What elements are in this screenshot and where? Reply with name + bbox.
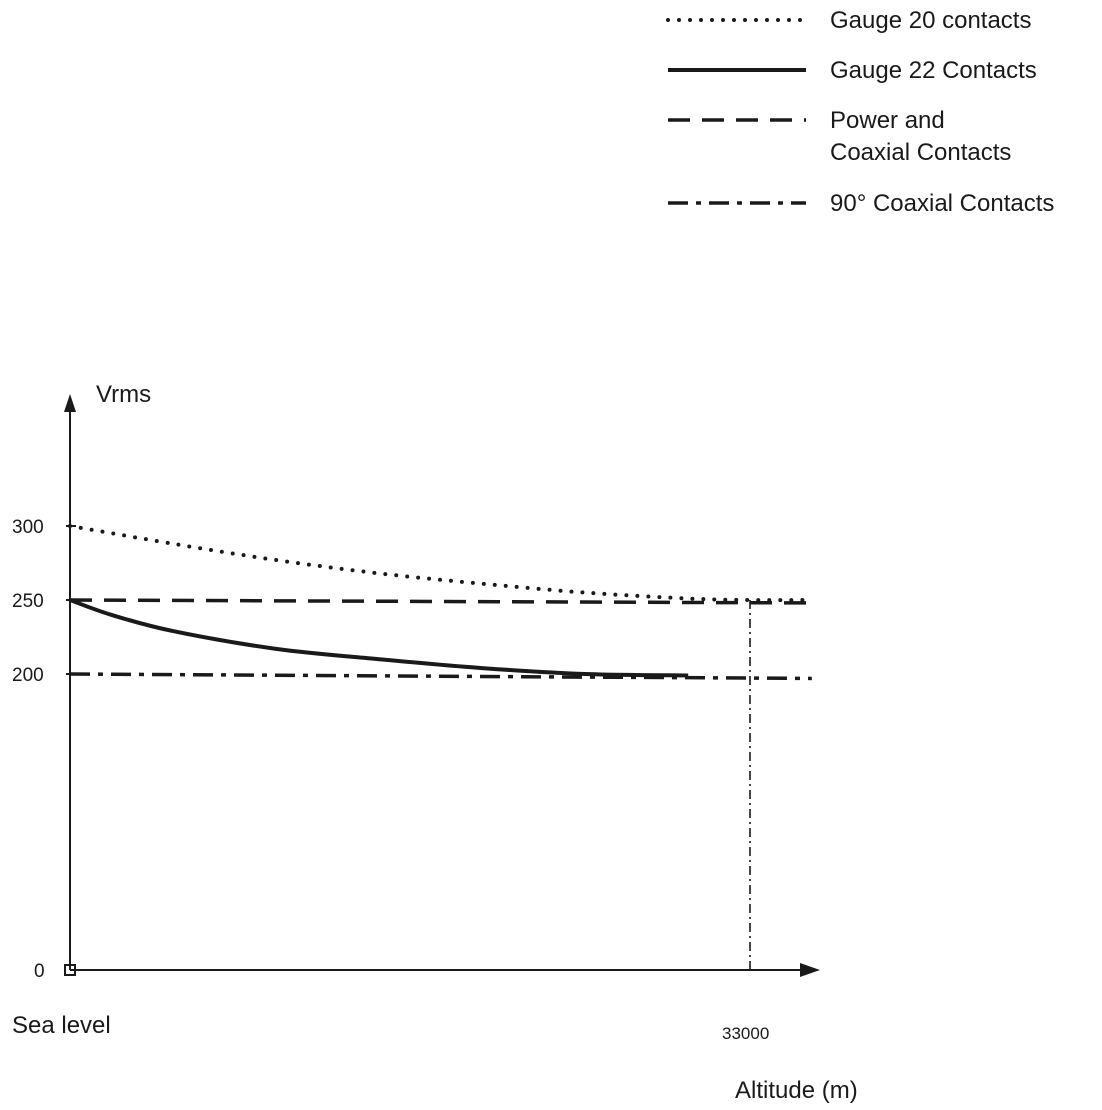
y-tick-label: 250 — [12, 591, 44, 612]
legend-item: Gauge 20 contacts — [666, 7, 1031, 34]
legend-label: 90° Coaxial Contacts — [830, 190, 1054, 217]
series-line-4 — [69, 672, 812, 681]
legend-item: 90° Coaxial Contacts — [668, 190, 1054, 217]
x-origin-label: Sea level — [12, 1012, 111, 1039]
y-axis-arrow — [64, 394, 76, 412]
legend-label: Coaxial Contacts — [830, 139, 1011, 166]
legend-item: Power and Coaxial Contacts — [668, 107, 1011, 166]
x-tick-label: 33000 — [722, 1024, 769, 1043]
y-tick-label: 300 — [12, 517, 44, 538]
origin-marker — [64, 964, 76, 976]
y-axis-title: Vrms — [96, 381, 151, 408]
legend-label: Power and — [830, 107, 945, 134]
y-tick-label: 0 — [34, 961, 45, 982]
y-tick-label: 200 — [12, 665, 44, 686]
series-line-3 — [69, 598, 812, 605]
series-line-2 — [69, 598, 689, 678]
axes: 0 200 250 300 33000 — [12, 394, 820, 1043]
legend-item: Gauge 22 Contacts — [668, 57, 1037, 84]
series-group — [68, 524, 814, 970]
series-line-1 — [68, 524, 814, 603]
legend-label: Gauge 20 contacts — [830, 7, 1031, 34]
legend: Gauge 20 contacts Gauge 22 Contacts Power … — [666, 7, 1054, 217]
x-axis-title: Altitude (m) — [735, 1077, 858, 1104]
axis-labels: Vrms Sea level Altitude (m) — [12, 381, 858, 1104]
x-axis-arrow — [800, 963, 820, 977]
legend-label: Gauge 22 Contacts — [830, 57, 1037, 84]
